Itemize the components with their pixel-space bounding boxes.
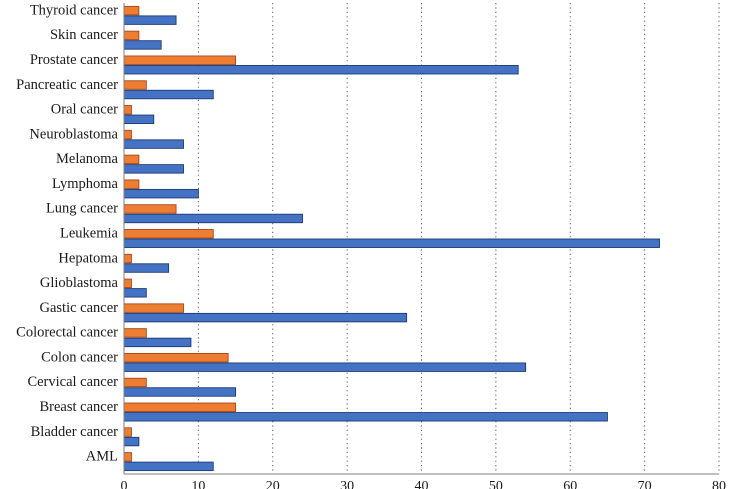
bar-series-1 [123, 312, 408, 323]
bar-series-1 [123, 387, 237, 397]
x-tick-label: 50 [489, 479, 503, 489]
bar-series-2 [123, 352, 229, 363]
x-tick-label: 40 [415, 479, 429, 489]
category-label: Lung cancer [46, 201, 118, 217]
category-label: Prostate cancer [30, 52, 118, 68]
bar-series-1 [123, 362, 527, 372]
bar-series-1 [123, 213, 303, 224]
x-tick-label: 30 [340, 479, 354, 489]
bar-series-1 [123, 139, 184, 149]
x-axis: 0 10 20 30 40 50 60 70 80 [121, 473, 726, 489]
category-label: Thyroid cancer [30, 2, 118, 18]
bar-series-2 [123, 402, 237, 412]
bar-series-1 [123, 288, 147, 298]
category-label: Colorectal cancer [16, 325, 118, 341]
bar-series-2 [123, 55, 237, 65]
bar-series-2 [123, 377, 147, 388]
category-label: Hepatoma [58, 250, 118, 266]
bar-series-1 [123, 263, 170, 273]
category-label: Bladder cancer [31, 424, 119, 440]
bar-series-2 [123, 452, 132, 462]
x-tick-label: 20 [266, 479, 280, 489]
category-label: Colon cancer [41, 349, 118, 365]
bar-series-2 [123, 179, 140, 189]
bar-series-1 [123, 89, 214, 100]
bar-series-2 [123, 5, 140, 16]
bar-series-1 [123, 412, 608, 422]
category-label: Pancreatic cancer [16, 77, 118, 93]
x-tick-label: 0 [121, 479, 128, 489]
category-label: Glioblastoma [40, 275, 119, 291]
bar-series-2 [123, 30, 140, 41]
bar-series-2 [123, 253, 132, 264]
bar-series-2 [123, 229, 214, 239]
bar-series-2 [123, 303, 184, 313]
x-tick-label: 60 [563, 479, 577, 489]
bar-series-2 [123, 154, 140, 165]
category-label: Skin cancer [50, 27, 118, 43]
bar-series-2 [123, 105, 132, 115]
category-label: Leukemia [60, 226, 119, 242]
bar-series-1 [123, 15, 177, 25]
bar-series-1 [123, 65, 519, 75]
bar-series-1 [123, 337, 192, 348]
bar-series-2 [123, 204, 177, 214]
bar-series-1 [123, 40, 162, 50]
bar-series-2 [123, 427, 132, 437]
category-label: Lymphoma [52, 176, 119, 192]
bar-series-1 [123, 238, 660, 248]
bar-series-2 [123, 129, 132, 140]
category-label: Neuroblastoma [29, 126, 118, 142]
x-tick-label: 10 [191, 479, 205, 489]
category-label: AML [86, 449, 118, 465]
bar-series-2 [123, 278, 132, 289]
bar-series-1 [123, 114, 155, 125]
bar-series-1 [123, 461, 214, 472]
category-label: Melanoma [56, 151, 119, 167]
category-label: Cervical cancer [27, 374, 118, 390]
category-label: Oral cancer [51, 102, 118, 118]
bar-series-1 [123, 164, 184, 174]
category-label: Gastic cancer [40, 300, 119, 316]
y-axis: AML Bladder cancer Breast cancer Cervical c… [16, 2, 125, 474]
bar-series-2 [123, 328, 147, 338]
bar-series-1 [123, 188, 199, 199]
category-label: Breast cancer [40, 399, 119, 415]
x-tick-label: 80 [712, 479, 726, 489]
bar-series-1 [123, 436, 140, 447]
x-tick-label: 70 [638, 479, 652, 489]
bars [123, 5, 660, 472]
bar-series-2 [123, 80, 147, 90]
